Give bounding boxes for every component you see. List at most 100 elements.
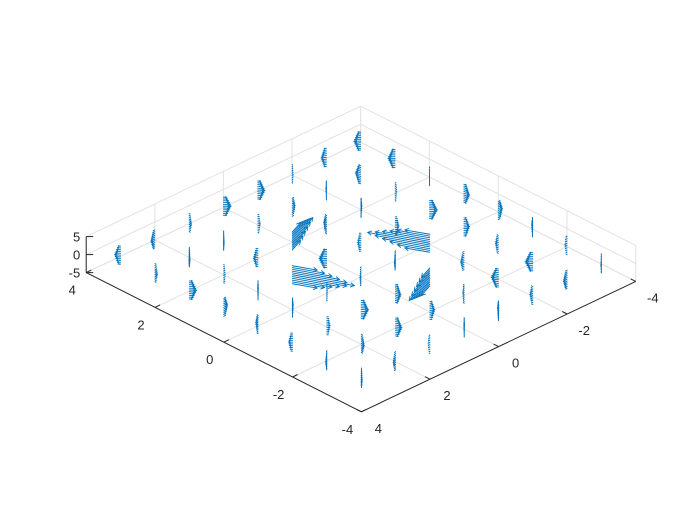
quiver-arrowhead — [397, 287, 400, 290]
quiver-arrowhead — [189, 220, 192, 223]
quiver-dot — [462, 251, 464, 253]
arrow-column — [462, 284, 465, 304]
quiver-arrowhead — [432, 310, 436, 314]
arrow-column — [222, 230, 225, 251]
x-tick-label: 2 — [137, 317, 144, 332]
quiver-arrow — [413, 272, 431, 292]
quiver-arrow — [291, 272, 348, 283]
arrow-column — [320, 147, 327, 168]
quiver-arrowhead — [499, 201, 502, 204]
quiver-arrowhead — [461, 255, 464, 257]
quiver-arrowhead — [600, 261, 602, 264]
quiver-arrowhead — [319, 255, 323, 259]
quiver-arrowhead — [600, 265, 602, 268]
quiver-dot — [325, 367, 327, 369]
quiver-arrowhead — [396, 283, 399, 286]
quiver-arrowhead — [325, 364, 328, 367]
quiver-dot — [257, 280, 259, 282]
quiver-dot — [324, 232, 326, 234]
quiver-arrow — [492, 273, 499, 275]
quiver-arrowhead — [362, 343, 365, 347]
quiver-dot — [155, 263, 157, 265]
quiver-arrowhead — [155, 276, 158, 278]
quiver-arrowhead — [396, 228, 402, 234]
arrow-column — [223, 196, 232, 217]
arrow-column — [257, 214, 262, 234]
quiver-dot — [327, 316, 329, 318]
quiver-dot — [600, 258, 602, 260]
quiver-arrowhead — [528, 251, 532, 254]
y-tick-label: -4 — [647, 290, 659, 305]
quiver-arrowhead — [434, 207, 439, 212]
quiver-arrowhead — [226, 199, 230, 203]
quiver-arrowhead — [150, 241, 154, 244]
quiver-arrow — [291, 235, 304, 249]
quiver-arrowhead — [398, 291, 402, 294]
x-tick-label: -2 — [273, 387, 285, 402]
grid-lines — [85, 105, 637, 413]
quiver-arrowhead — [357, 149, 360, 152]
quiver-arrowhead — [321, 264, 325, 267]
quiver-arrowhead — [289, 346, 292, 349]
quiver-arrowhead — [466, 223, 470, 227]
quiver-arrowhead — [394, 255, 396, 258]
quiver-dot — [396, 218, 398, 220]
quiver-arrowhead — [499, 204, 503, 207]
quiver-arrowhead — [288, 342, 291, 345]
wall-grid-z — [85, 141, 361, 274]
arrow-column — [325, 180, 328, 201]
quiver-arrowhead — [323, 220, 326, 223]
quiver-arrow — [291, 279, 333, 288]
quiver-dot — [359, 281, 361, 283]
quiver-dot — [565, 270, 567, 272]
quiver-arrowhead — [374, 230, 380, 235]
quiver-arrowhead — [292, 201, 296, 204]
wall-grid-z2 — [360, 141, 637, 282]
arrow-column — [496, 300, 500, 322]
quiver-arrowhead — [465, 185, 468, 188]
arrow-column — [531, 217, 534, 238]
quiver-arrowhead — [389, 229, 395, 234]
quiver-dot — [600, 260, 602, 262]
quiver-dot — [428, 185, 431, 187]
quiver-arrowhead — [600, 263, 602, 267]
quiver-arrowhead — [255, 320, 258, 323]
quiver-arrowhead — [293, 203, 296, 206]
quiver-dot — [292, 175, 294, 177]
quiver-dot — [190, 217, 192, 219]
quiver-arrowhead — [492, 272, 496, 276]
quiver-dot — [461, 253, 463, 255]
quiver-arrowhead — [255, 323, 258, 326]
quiver-dot — [428, 181, 431, 184]
quiver-arrowhead — [325, 362, 328, 365]
arrow-column — [360, 367, 363, 389]
quiver-arrowhead — [115, 259, 119, 262]
quiver-dot — [393, 366, 395, 368]
quiver-arrowhead — [323, 218, 326, 221]
quiver-dot — [290, 350, 292, 352]
quiver-arrowhead — [563, 283, 566, 286]
quiver-arrowhead — [115, 248, 119, 251]
quiver-arrowhead — [362, 340, 365, 342]
quiver-arrowhead — [387, 156, 391, 161]
quiver-arrowhead — [321, 250, 325, 253]
quiver-arrowhead — [360, 382, 363, 385]
quiver-arrowhead — [431, 302, 434, 305]
quiver-arrowhead — [322, 266, 325, 269]
quiver-arrowhead — [390, 164, 393, 167]
quiver-arrowhead — [155, 272, 159, 275]
quiver-arrowhead — [362, 341, 365, 345]
quiver-arrow — [291, 283, 318, 289]
quiver-dot — [223, 248, 225, 250]
quiver-dot — [395, 200, 397, 202]
quiver-arrowhead — [254, 264, 257, 266]
quiver-arrowhead — [466, 221, 470, 225]
quiver-arrowhead — [259, 181, 263, 185]
quiver-dot — [360, 197, 362, 199]
quiver-dot — [255, 266, 257, 268]
quiver-dot — [428, 167, 431, 169]
quiver-arrowhead — [411, 291, 416, 297]
quiver-dot — [360, 386, 363, 389]
arrow-column — [353, 131, 362, 152]
arrow-column — [257, 180, 266, 201]
